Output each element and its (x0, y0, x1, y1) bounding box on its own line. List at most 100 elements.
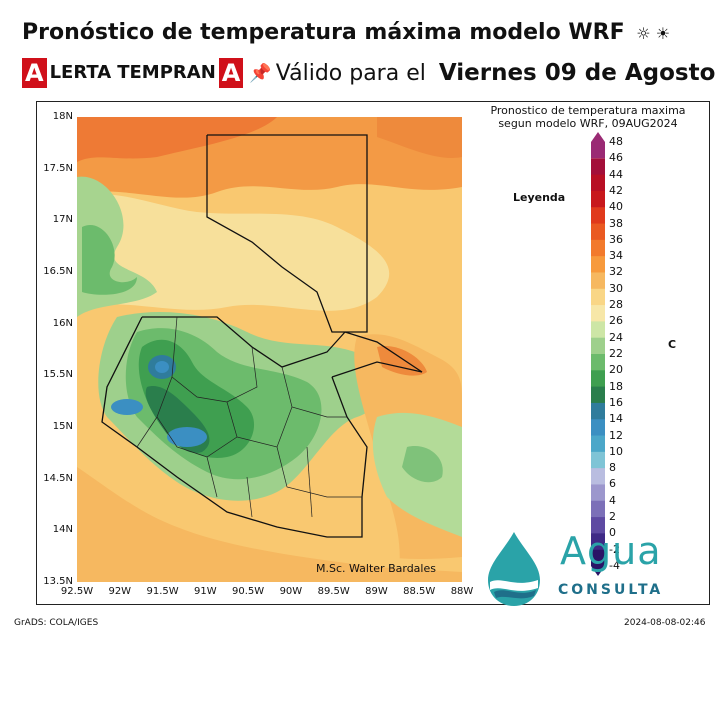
colorbar-swatch (591, 419, 605, 437)
valid-day: Viernes 09 de Agosto (438, 60, 716, 86)
lon-label: 91.5W (146, 586, 179, 597)
lon-label: 90.5W (232, 586, 265, 597)
lon-label: 90W (279, 586, 303, 597)
lat-label: 15N (52, 421, 73, 432)
colorbar-swatch (591, 272, 605, 290)
colorbar-swatch (591, 256, 605, 273)
colorbar-swatch (591, 305, 605, 322)
colorbar-level-label: 40 (609, 200, 623, 214)
alerta-letter-a: A (22, 58, 47, 88)
colorbar-level-label: -4 (609, 559, 620, 572)
lon-label: 89.5W (317, 586, 350, 597)
lat-label: 16N (52, 317, 73, 329)
valid-date: Válido para el Viernes 09 de Agosto (276, 60, 716, 86)
temperature-map (77, 117, 462, 582)
logo-consulta: CONSULTA (558, 582, 664, 598)
alerta-temprana-logo: A LERTA TEMPRAN A (22, 58, 244, 88)
lat-label: 16.5N (43, 266, 73, 277)
colorbar-level-label: 12 (609, 428, 623, 442)
lon-label: 88W (450, 586, 474, 597)
colorbar-level-label: 44 (609, 167, 623, 181)
colorbar-level-label: 8 (609, 461, 616, 475)
colorbar-swatch (591, 500, 605, 518)
colorbar-level-label: 10 (609, 444, 623, 458)
colorbar-swatch (591, 386, 605, 404)
colorbar-level-label: 18 (609, 379, 623, 393)
colorbar-swatch (591, 207, 605, 225)
colorbar-level-label: 24 (609, 330, 623, 344)
colorbar-level-label: 2 (609, 510, 616, 524)
colorbar-level-label: 20 (609, 363, 623, 377)
colorbar-level-label: 22 (609, 347, 623, 360)
subtitle-row: A LERTA TEMPRAN A 📌 Válido para el Viern… (22, 56, 715, 90)
colorbar-title: Pronostico de temperatura maxima segun m… (470, 104, 706, 130)
colorbar-level-label: 26 (609, 314, 623, 328)
colorbar-level-label: 0 (609, 526, 616, 540)
lat-label: 15.5N (43, 369, 73, 381)
colorbar-swatch (591, 370, 605, 388)
colorbar-swatch (591, 174, 605, 192)
colorbar-level-label: 4 (609, 493, 616, 507)
author-credit: M.Sc. Walter Bardales (316, 562, 436, 575)
lat-label: 17.5N (43, 162, 73, 174)
grads-credit: GrADS: COLA/IGES (14, 618, 99, 628)
lon-label: 92W (108, 586, 132, 597)
colorbar-swatch (591, 484, 605, 502)
colorbar-swatch (591, 533, 605, 551)
pushpin-icon: 📌 (249, 62, 272, 84)
lat-label: 13.5N (43, 576, 73, 587)
colorbar-swatch (591, 223, 605, 241)
temprana-word: TEMPRAN (117, 62, 216, 83)
colorbar-level-label: 32 (609, 265, 623, 279)
colorbar-swatch (591, 451, 605, 469)
page-title: Pronóstico de temperatura máxima modelo … (22, 20, 670, 45)
colorbar-level-label: 16 (609, 395, 623, 409)
colorbar (591, 132, 605, 576)
colorbar-level-label: 36 (609, 232, 623, 246)
water-drop-icon (488, 532, 540, 606)
colorbar-level-label: 38 (609, 216, 623, 230)
colorbar-swatch (591, 354, 605, 371)
unit-label: C (668, 338, 677, 351)
lon-label: 92.5W (60, 586, 94, 597)
colorbar-swatch (591, 132, 605, 159)
lat-label: 17N (52, 214, 73, 226)
colorbar-swatch (591, 158, 605, 176)
temprana-letter-a: A (218, 58, 244, 88)
lon-label: 88.5W (403, 586, 436, 597)
colorbar-swatch (591, 337, 605, 355)
colorbar-swatch (591, 288, 605, 306)
colorbar-swatch (591, 517, 605, 534)
colorbar-level-label: 30 (609, 281, 623, 295)
colorbar-level-label: 28 (609, 298, 623, 312)
colorbar-swatch (591, 321, 605, 339)
colorbar-title-line1: Pronostico de temperatura maxima (490, 104, 686, 117)
colorbar-level-label: 42 (609, 183, 623, 197)
colorbar-swatch (591, 402, 605, 420)
colorbar-swatch (591, 468, 605, 485)
lat-label: 14N (52, 524, 73, 536)
colorbar-level-label: -2 (609, 542, 620, 556)
colorbar-level-label: 6 (609, 477, 616, 491)
logo-agua: Agua (560, 529, 662, 573)
lon-label: 91W (194, 586, 217, 597)
timestamp: 2024-08-08-02:46 (624, 618, 706, 628)
alerta-word: LERTA (49, 62, 112, 83)
lat-label: 14.5N (43, 472, 73, 484)
temperature-field (77, 117, 462, 582)
colorbar-title-line2: segun modelo WRF, 09AUG2024 (498, 117, 678, 130)
title-text: Pronóstico de temperatura máxima modelo … (22, 20, 625, 45)
colorbar-level-label: 48 (609, 135, 623, 148)
colorbar-swatch (591, 549, 605, 576)
colorbar-level-label: 46 (609, 151, 623, 165)
colorbar-level-label: 14 (609, 412, 623, 426)
lat-label: 18N (52, 111, 73, 122)
colorbar-level-label: 34 (609, 249, 623, 263)
sun-icons: ☼ ☀ (636, 24, 671, 43)
valid-prefix: Válido para el (275, 61, 426, 86)
lon-label: 89W (365, 586, 388, 597)
colorbar-swatch (591, 435, 605, 453)
legend-label: Leyenda (513, 191, 566, 204)
colorbar-swatch (591, 239, 605, 257)
colorbar-swatch (591, 190, 605, 208)
